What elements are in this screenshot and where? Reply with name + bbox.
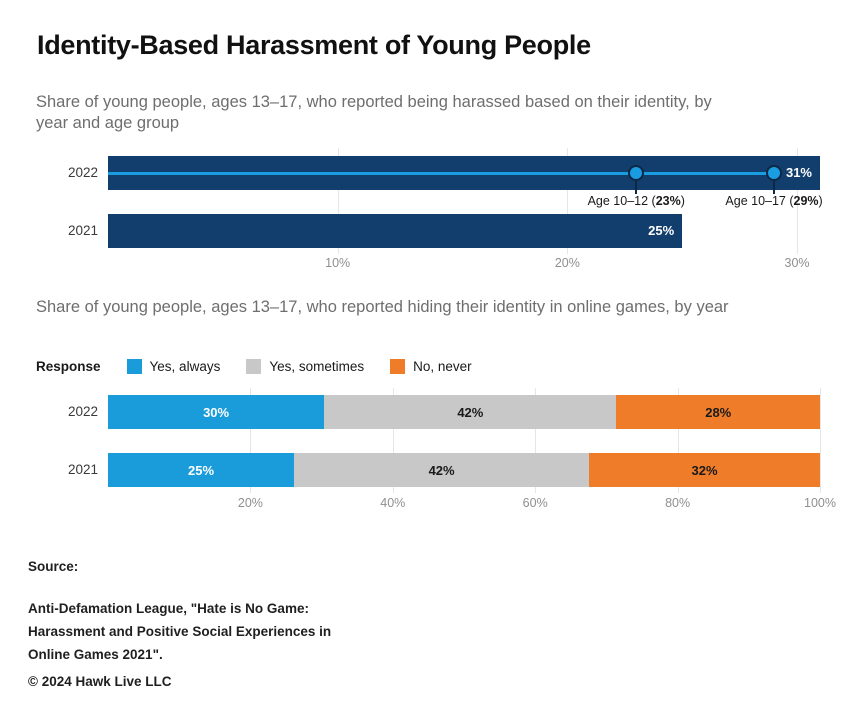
x-axis-tick-label: 30% xyxy=(784,256,810,270)
bar-value-label: 25% xyxy=(648,223,675,238)
legend-item-label: Yes, sometimes xyxy=(269,359,365,374)
bar-2021: 25% xyxy=(108,214,683,248)
age-annotation: Age 10–17 (29%) xyxy=(725,194,823,208)
source-line: Harassment and Positive Social Experienc… xyxy=(28,624,332,639)
gridline xyxy=(797,148,799,254)
age-marker xyxy=(766,165,783,181)
marker-stem xyxy=(773,173,776,194)
x-axis-tick-label: 10% xyxy=(325,256,351,270)
segment-yes-always: 30% xyxy=(108,395,325,429)
x-axis-tick-label: 20% xyxy=(554,256,580,270)
legend-item: Yes, always xyxy=(126,359,221,374)
source-citation: Anti-Defamation League, "Hate is No Game… xyxy=(28,597,331,666)
x-axis-tick-label: 60% xyxy=(522,496,548,510)
copyright-notice: © 2024 Hawk Live LLC xyxy=(28,674,172,689)
gridline xyxy=(820,388,821,493)
legend-title: Response xyxy=(36,359,101,374)
source-line: Online Games 2021". xyxy=(28,647,163,662)
legend-item: No, never xyxy=(390,359,472,374)
age-range-line xyxy=(108,171,775,175)
legend-item-label: Yes, always xyxy=(149,359,221,374)
harassment-by-year-chart: 10% 20% 30% 2022 31% 2021 25% Age 10–12 (23%) Ag… xyxy=(0,148,854,276)
legend-swatch-icon xyxy=(126,359,142,374)
legend-swatch-icon xyxy=(390,359,406,374)
gridline xyxy=(535,388,537,493)
marker-stem xyxy=(635,173,638,194)
source-label: Source: xyxy=(28,559,79,574)
year-label: 2022 xyxy=(67,165,98,180)
gridline xyxy=(677,388,679,493)
year-label: 2022 xyxy=(67,404,98,419)
segment-yes-always: 25% xyxy=(108,453,295,487)
x-axis-tick-label: 20% xyxy=(237,496,263,510)
chart2-subtitle: Share of young people, ages 13–17, who r… xyxy=(36,298,729,316)
chart2-legend: Response Yes, always Yes, sometimes No, ne… xyxy=(36,359,498,374)
x-axis-tick-label: 100% xyxy=(804,496,836,510)
gridline xyxy=(567,148,569,254)
year-label: 2021 xyxy=(67,462,98,477)
page-title: Identity-Based Harassment of Young Peopl… xyxy=(37,30,591,60)
identity-hiding-chart: 20% 40% 60% 80% 100% 2022 30% 42% 28% 2021 25% 42% 3… xyxy=(0,388,854,514)
year-label: 2021 xyxy=(67,223,98,238)
bar-value-label: 31% xyxy=(785,165,812,180)
gridline xyxy=(250,388,252,493)
chart1-subtitle: Share of young people, ages 13–17, who r… xyxy=(36,93,712,132)
stacked-bar-2022: 30% 42% 28% xyxy=(108,395,820,429)
x-axis-tick-label: 80% xyxy=(665,496,691,510)
stacked-bar-2021: 25% 42% 32% xyxy=(108,453,821,487)
segment-no-never: 28% xyxy=(616,395,820,429)
legend-item: Yes, sometimes xyxy=(246,359,364,374)
gridline xyxy=(337,148,339,254)
segment-no-never: 32% xyxy=(589,453,821,487)
legend-item-label: No, never xyxy=(413,359,472,374)
segment-yes-sometimes: 42% xyxy=(294,453,590,487)
legend-swatch-icon xyxy=(246,359,262,374)
source-line: Anti-Defamation League, "Hate is No Game… xyxy=(28,601,309,616)
x-axis-tick-label: 40% xyxy=(380,496,406,510)
segment-yes-sometimes: 42% xyxy=(324,395,617,429)
gridline xyxy=(392,388,394,493)
age-annotation: Age 10–12 (23%) xyxy=(587,194,685,208)
age-marker xyxy=(628,165,645,181)
